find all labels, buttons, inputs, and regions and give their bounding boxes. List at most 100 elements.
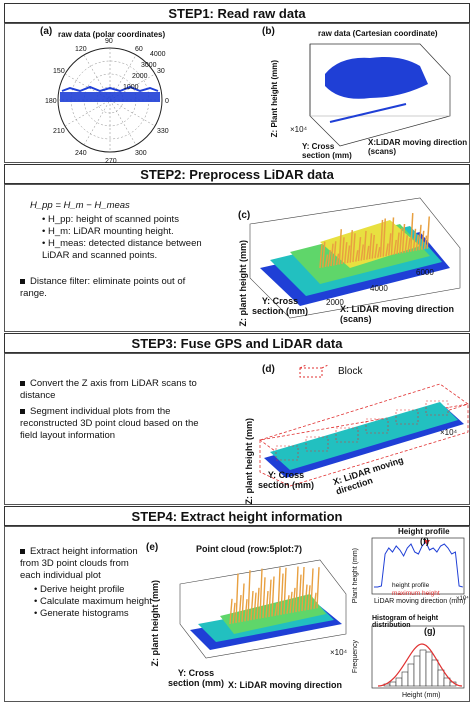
plant-spike: [371, 234, 375, 259]
panel-a-label: (a): [40, 26, 53, 37]
panel-a-title: raw data (polar coordinates): [58, 30, 166, 39]
polar-angle-tick: 60: [135, 46, 143, 53]
height-profile-line: [374, 541, 463, 588]
plant-spike: [426, 216, 430, 249]
d-exponent: ×10⁴: [440, 428, 458, 437]
plant-spike: [352, 233, 356, 263]
plot-block: [305, 436, 329, 452]
plant-spike: [404, 235, 408, 253]
panel-f-title: Height profile: [398, 527, 450, 536]
plant-spike: [374, 243, 378, 259]
step2-item: • H_pp: height of scanned points: [42, 214, 179, 225]
step4-subitem: • Generate histograms: [34, 608, 129, 619]
polar-plot: 0 30 60 90 120 150 180 210 240 270 300 330 1000 2000 3…: [45, 38, 169, 163]
panel-g-label: (g): [424, 626, 436, 636]
polar-angle-tick: 120: [75, 46, 87, 53]
step2-item: • H_m: LiDAR mounting height.: [42, 226, 174, 237]
plant-spike: [418, 224, 422, 251]
c-z-axis-label: Z: plant height (mm): [238, 240, 248, 327]
panel-b-label: (b): [262, 26, 275, 37]
e-x-axis-label: X: LiDAR moving direction: [228, 680, 343, 690]
plant-spike: [316, 567, 320, 609]
plant-spike: [298, 574, 302, 612]
plant-spike: [277, 567, 281, 616]
f-legend-profile: height profile: [392, 582, 430, 589]
b-z-axis-label: Z: Plant height (mm): [270, 60, 279, 138]
step1-header: STEP1: Read raw data: [4, 3, 470, 23]
plant-spike: [363, 230, 367, 261]
plant-spike: [388, 233, 392, 256]
c-y-axis-label: Y: Cross section (mm): [251, 296, 308, 316]
point-cloud-d: [259, 383, 469, 487]
block-legend-label: Block: [338, 366, 363, 377]
f-y-axis-label: Plant height (mm): [352, 548, 359, 604]
plant-spike: [349, 230, 353, 263]
polar-angle-tick: 150: [53, 68, 65, 75]
b-exponent: ×10⁴: [290, 125, 308, 134]
plant-spike: [265, 590, 269, 618]
histogram-bar: [395, 677, 403, 687]
panel-c-label: (c): [238, 210, 251, 221]
plant-spike: [295, 566, 299, 613]
panel-g-title: Histogram of height distribution: [372, 615, 439, 629]
plant-spike: [338, 229, 342, 265]
polar-radial-tick: 1000: [123, 84, 139, 91]
plant-spike: [244, 599, 248, 622]
plant-spike: [415, 234, 419, 251]
plant-spike: [274, 603, 278, 617]
polar-radial-tick: 2000: [132, 73, 148, 80]
step4-header: STEP4: Extract height information: [4, 506, 470, 526]
plot-block: [275, 445, 299, 461]
block-legend-icon: [299, 364, 329, 378]
f-x-axis-label: LiDAR moving direction (mm): [374, 598, 466, 605]
plant-spike: [346, 245, 351, 264]
plant-spike: [313, 592, 317, 609]
plant-spike: [238, 594, 242, 623]
polar-angle-tick: 90: [105, 38, 113, 45]
e-y-axis-label: Y: Cross section (mm): [167, 668, 224, 688]
plant-spike: [289, 591, 293, 614]
polar-angle-tick: 300: [135, 150, 147, 157]
plant-spike: [310, 568, 314, 610]
distance-filter-text: Distance filter: eliminate points out of…: [20, 276, 186, 299]
polar-angle-tick: 330: [157, 128, 169, 135]
plant-spike: [341, 237, 345, 265]
plant-spike: [229, 598, 233, 625]
histogram-bar: [401, 671, 409, 687]
point-cloud-c: [249, 197, 461, 319]
plant-spike: [301, 566, 305, 612]
plant-spike: [330, 243, 334, 267]
panel-b-title: raw data (Cartesian coordinate): [318, 29, 438, 38]
step4-subitem: • Derive height profile: [34, 584, 125, 595]
plant-spike: [250, 590, 254, 621]
histogram-bar: [419, 649, 427, 687]
plant-spike: [423, 235, 428, 250]
plot-block: [425, 400, 449, 416]
step3-header: STEP3: Fuse GPS and LiDAR data: [4, 333, 470, 353]
height-profile-chart: [371, 537, 465, 595]
plant-spike: [271, 576, 275, 617]
polar-angle-tick: 0: [165, 98, 169, 105]
step2-item-list: • H_pp: height of scanned points • H_m: …: [42, 214, 222, 262]
panel-e-label: (e): [146, 542, 159, 553]
plant-spike: [259, 568, 263, 619]
plant-spike: [262, 577, 266, 619]
height-formula: H_pp = H_m − H_meas: [30, 200, 130, 211]
panel-e-title: Point cloud (row:5plot:7): [196, 544, 302, 554]
plant-spike: [335, 253, 340, 266]
plant-spike: [412, 228, 417, 252]
plant-spike: [382, 218, 386, 257]
g-y-axis-label: Frequency: [352, 640, 359, 674]
plant-spike: [401, 223, 406, 254]
g-x-axis-label: Height (mm): [402, 692, 441, 699]
f-exponent: ×10⁴: [456, 596, 469, 602]
polar-angle-tick: 210: [53, 128, 65, 135]
plant-spike: [366, 245, 370, 260]
polar-angle-tick: 30: [157, 68, 165, 75]
point-cloud-e: [179, 559, 347, 659]
plant-spike: [324, 254, 329, 268]
plant-spike: [286, 595, 290, 614]
d-z-axis-label: Z: plant height (mm): [244, 418, 254, 505]
polar-angle-tick: 180: [45, 98, 57, 105]
normal-fit-curve: [377, 643, 463, 687]
